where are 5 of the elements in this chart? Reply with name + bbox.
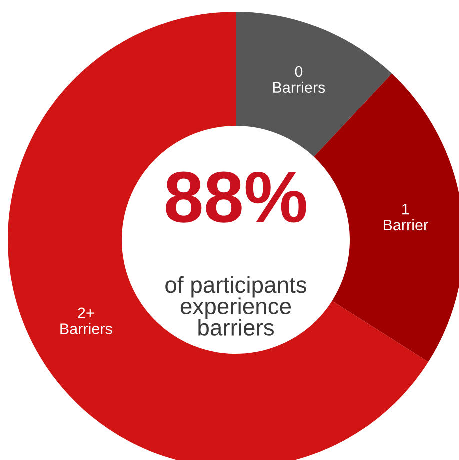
slice-label: 2+ Barriers (60, 308, 112, 334)
text: 88% (166, 172, 306, 223)
text: of participants experience barriers (166, 276, 307, 336)
slice-label: 1 Barrier (384, 204, 428, 231)
slice-label: 0 Barriers (273, 66, 326, 94)
